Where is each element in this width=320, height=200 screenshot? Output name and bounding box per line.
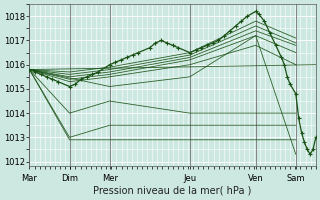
X-axis label: Pression niveau de la mer( hPa ): Pression niveau de la mer( hPa )	[93, 186, 252, 196]
